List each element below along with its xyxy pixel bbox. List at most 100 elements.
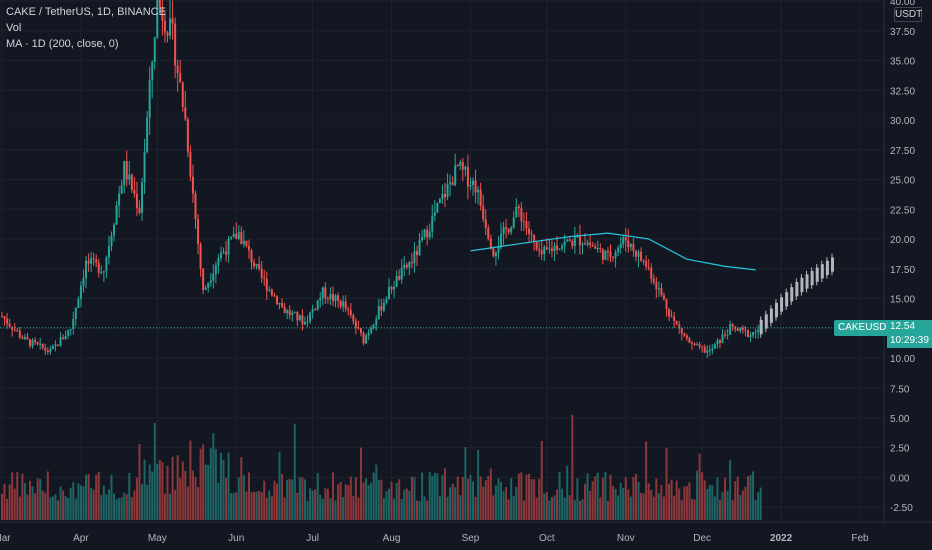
volume-bar xyxy=(675,480,678,520)
candle-body xyxy=(668,309,671,317)
candle-body xyxy=(163,20,166,33)
currency-unit-label[interactable]: USDT xyxy=(894,7,923,22)
volume-indicator-label[interactable]: Vol xyxy=(6,22,22,34)
volume-bar xyxy=(507,499,510,520)
candle-body xyxy=(143,151,146,183)
volume-bar xyxy=(46,471,49,520)
projection-bar xyxy=(790,287,794,302)
volume-bar xyxy=(657,492,660,520)
volume-bar xyxy=(77,483,80,520)
volume-bar xyxy=(107,489,110,520)
volume-bar xyxy=(538,478,541,520)
time-axis-label: Dec xyxy=(693,533,711,544)
candle-body xyxy=(744,329,747,331)
candle-body xyxy=(706,350,709,353)
candle-body xyxy=(301,315,304,325)
volume-bar xyxy=(143,459,146,520)
candle-body xyxy=(102,271,105,273)
candle-body xyxy=(650,267,653,279)
volume-bar xyxy=(708,484,711,520)
candle-body xyxy=(347,308,350,311)
volume-bar xyxy=(515,486,518,520)
volume-bar xyxy=(398,479,401,520)
volume-bar xyxy=(342,497,345,520)
volume-bar xyxy=(387,488,390,520)
volume-bar xyxy=(319,494,322,520)
candle-body xyxy=(344,301,347,309)
volume-bar xyxy=(721,492,724,520)
candle-body xyxy=(207,282,210,288)
volume-bar xyxy=(146,484,149,520)
volume-bar xyxy=(701,472,704,520)
candle-body xyxy=(599,247,602,249)
candle-body xyxy=(202,268,205,291)
volume-bar xyxy=(57,500,60,520)
candle-body xyxy=(553,245,556,251)
candle-body xyxy=(683,333,686,336)
volume-bar xyxy=(640,492,643,520)
candle-body xyxy=(156,0,159,38)
volume-bar xyxy=(612,485,615,520)
ma-indicator-label[interactable]: MA · 1D (200, close, 0) xyxy=(6,38,119,50)
candle-body xyxy=(255,263,258,267)
candle-body xyxy=(288,310,291,315)
volume-bar xyxy=(372,472,375,520)
price-axis-label: 27.50 xyxy=(890,146,915,157)
volume-bar xyxy=(573,500,576,520)
candle-body xyxy=(107,246,110,258)
candle-body xyxy=(459,162,462,166)
volume-bar xyxy=(601,477,604,520)
volume-bar xyxy=(258,490,261,520)
volume-bar xyxy=(44,492,47,520)
candle-body xyxy=(594,246,597,249)
candle-body xyxy=(158,0,161,8)
candle-body xyxy=(461,162,464,170)
volume-bar xyxy=(405,488,408,520)
candle-body xyxy=(31,340,34,346)
candle-body xyxy=(502,227,505,234)
candle-body xyxy=(431,215,434,232)
volume-bar xyxy=(235,492,238,520)
candle-body xyxy=(191,176,194,194)
volume-bar xyxy=(662,496,665,520)
volume-bar xyxy=(6,498,9,520)
time-axis-label: Apr xyxy=(73,533,89,544)
candle-body xyxy=(130,174,133,190)
candle-body xyxy=(110,235,113,247)
candle-body xyxy=(286,310,289,313)
volume-bar xyxy=(494,485,497,520)
volume-bar xyxy=(59,486,62,520)
candle-body xyxy=(337,295,340,301)
candle-body xyxy=(298,315,301,321)
volume-bar xyxy=(472,481,475,520)
candle-body xyxy=(309,312,312,322)
candle-body xyxy=(530,233,533,235)
volume-bar xyxy=(324,488,327,520)
symbol-title[interactable]: CAKE / TetherUS, 1D, BINANCE xyxy=(6,6,166,18)
candle-body xyxy=(505,227,508,230)
volume-bar xyxy=(113,493,116,520)
candle-body xyxy=(54,344,57,347)
volume-bar xyxy=(176,455,179,520)
volume-bar xyxy=(415,500,418,520)
volume-bar xyxy=(344,484,347,520)
volume-bar xyxy=(400,499,403,520)
volume-bar xyxy=(591,481,594,520)
candle-body xyxy=(339,300,342,307)
volume-bar xyxy=(21,473,24,520)
volume-bar xyxy=(550,497,553,520)
volume-bar xyxy=(459,494,462,520)
candle-body xyxy=(372,325,375,328)
volume-bar xyxy=(115,499,118,520)
candle-body xyxy=(520,208,523,222)
volume-bar xyxy=(39,478,42,520)
volume-bar xyxy=(49,497,52,520)
candle-body xyxy=(428,231,431,238)
candle-body xyxy=(258,263,261,269)
volume-bar xyxy=(311,490,314,520)
volume-bar xyxy=(637,481,640,520)
candle-body xyxy=(624,237,627,241)
volume-bar xyxy=(179,477,182,520)
volume-bar xyxy=(97,471,100,520)
